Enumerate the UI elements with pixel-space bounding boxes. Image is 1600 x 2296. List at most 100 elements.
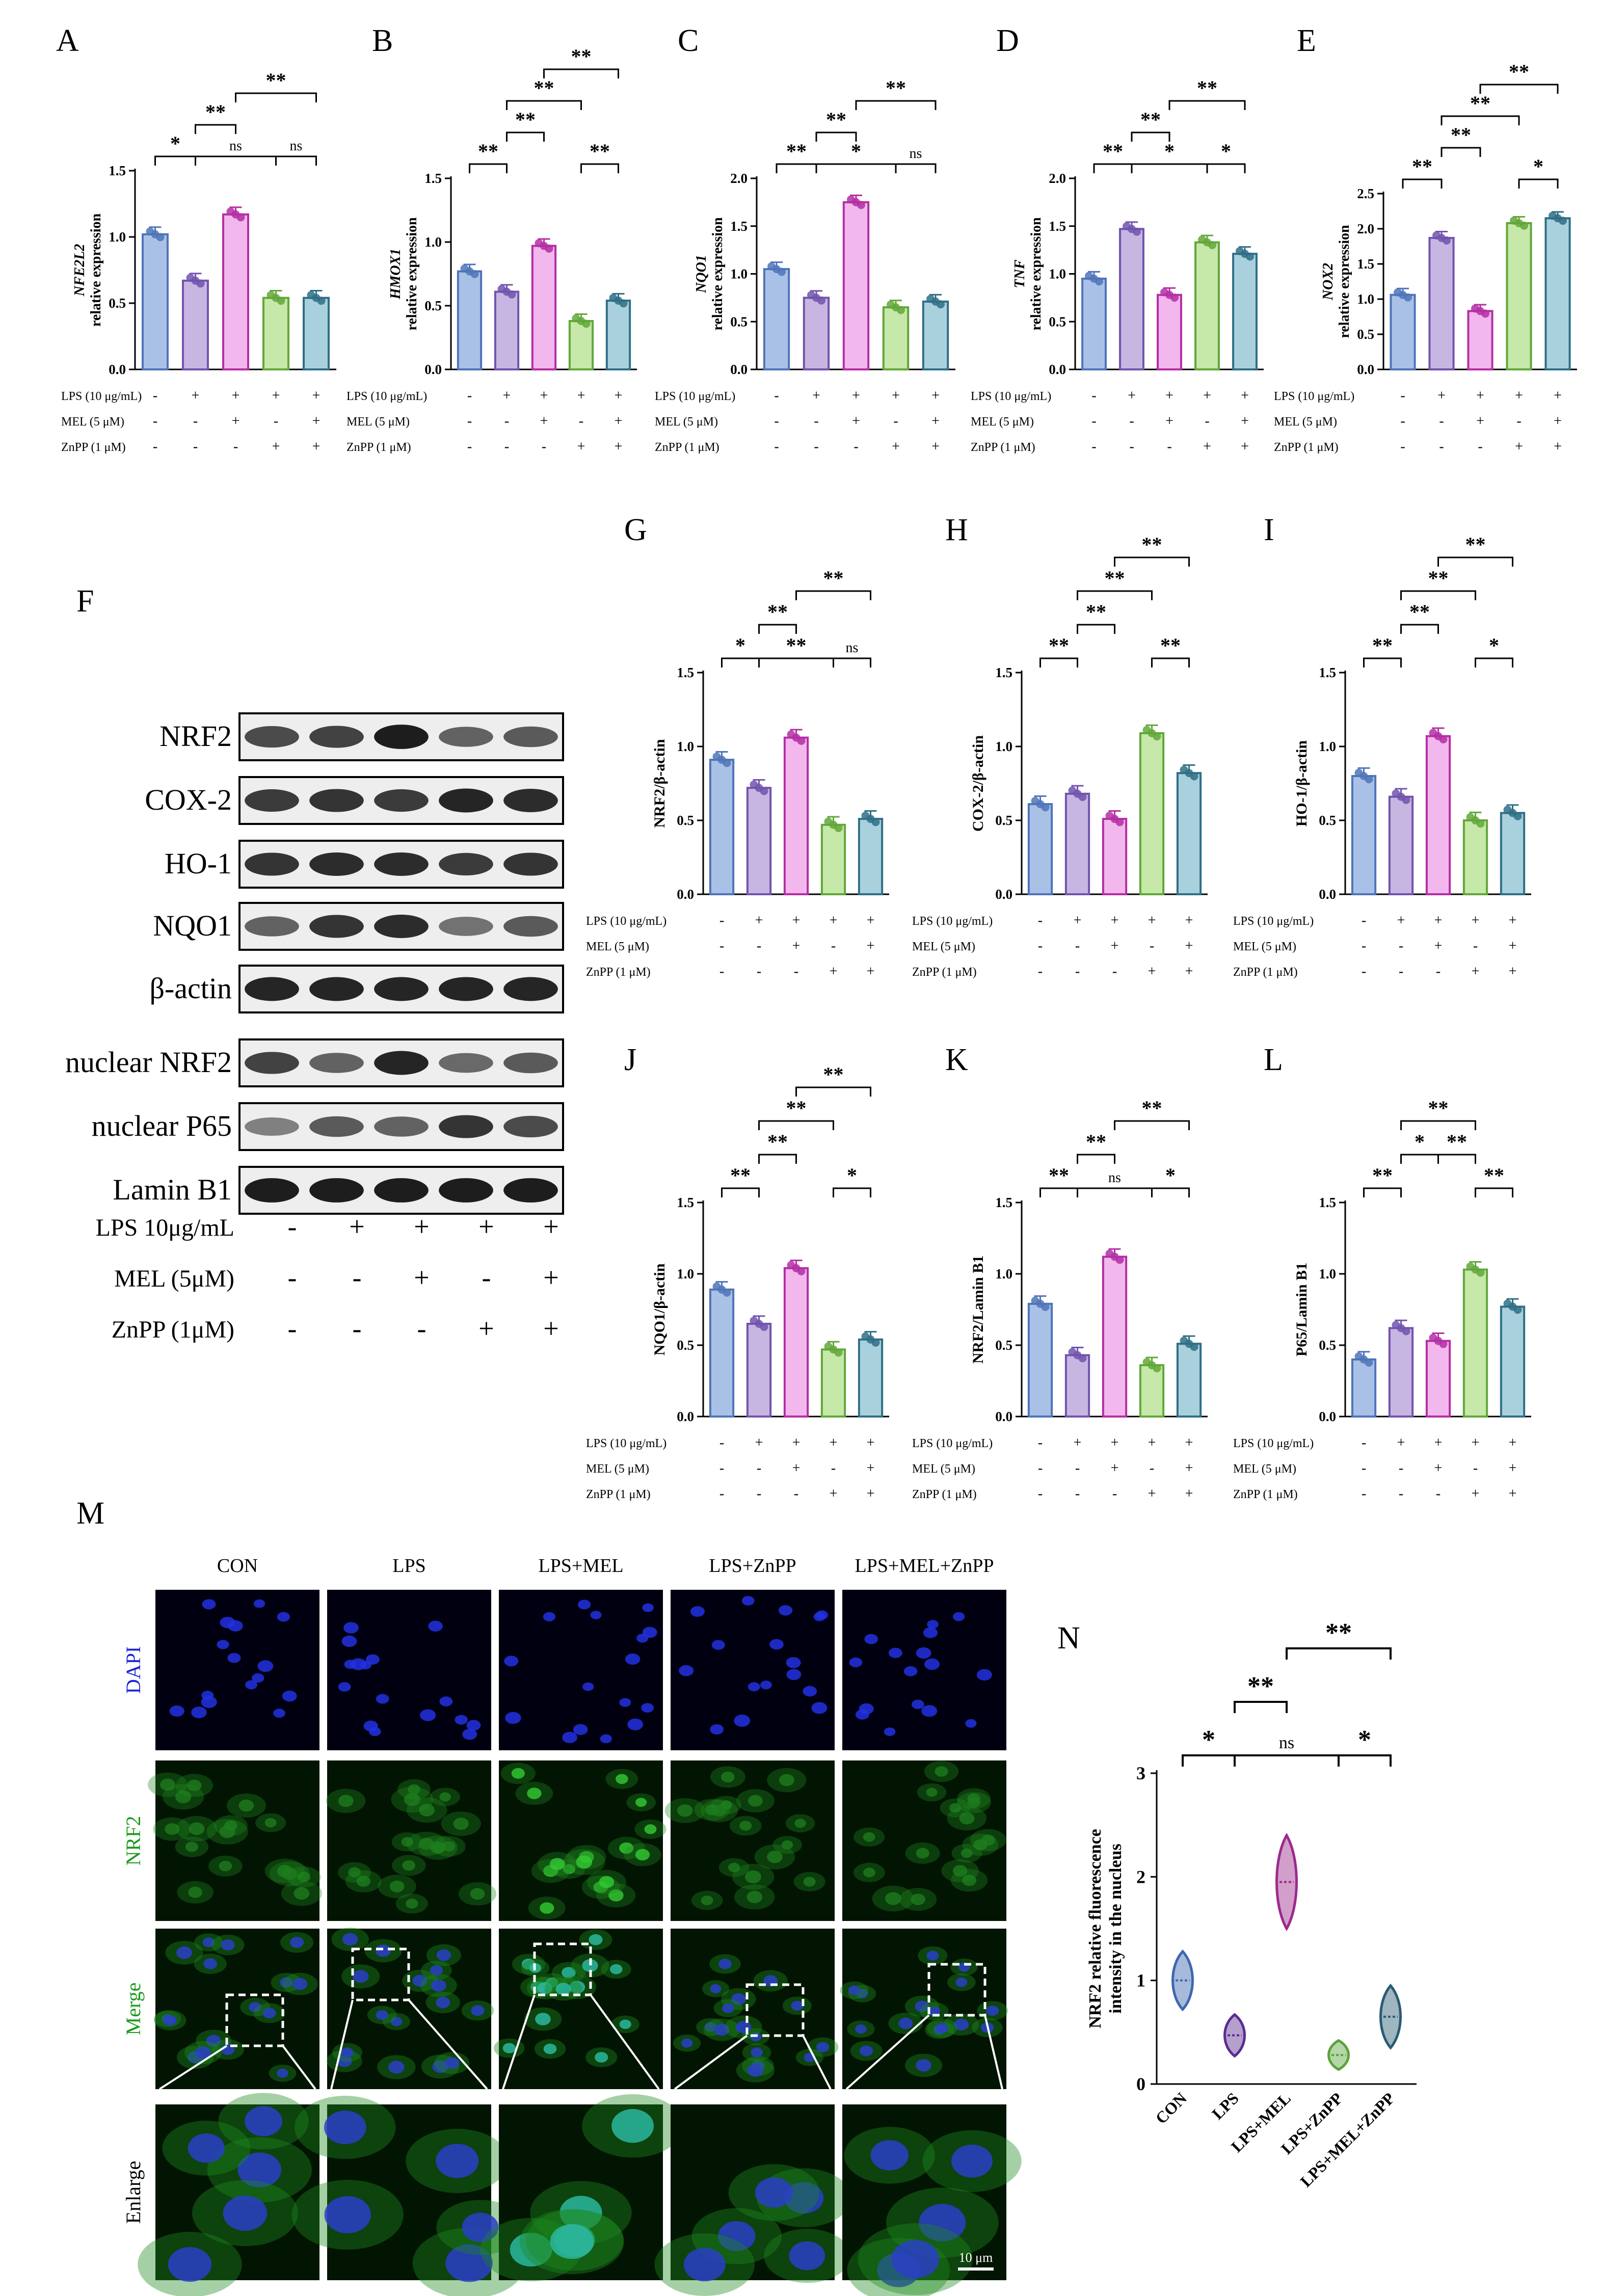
protein-band	[374, 915, 429, 938]
nucleus	[420, 1709, 436, 1721]
bar-LPS+ZnPP	[1139, 732, 1165, 896]
treatment-sign: -	[814, 439, 818, 455]
data-point	[937, 300, 945, 309]
nucleus	[219, 1825, 235, 1838]
y-tick-label: 0.0	[1049, 362, 1066, 377]
significance-bracket	[1402, 178, 1443, 189]
treatment-sign: -	[893, 413, 898, 429]
nucleus	[739, 1821, 752, 1831]
nucleus	[502, 2043, 516, 2053]
bar-LPS+MEL+ZnPP	[922, 300, 949, 370]
nucleus	[237, 2152, 282, 2187]
protein-band	[503, 726, 558, 747]
nucleus	[789, 2241, 825, 2271]
nucleus	[273, 1708, 285, 1718]
treatment-sign: +	[543, 1262, 558, 1293]
data-point	[1365, 1358, 1373, 1367]
nucleus	[784, 2182, 824, 2214]
significance-stars: **	[266, 69, 286, 92]
nucleus	[356, 1876, 371, 1887]
data-point	[1041, 1302, 1050, 1311]
nucleus	[201, 1691, 214, 1700]
treatment-sign: +	[543, 1313, 558, 1344]
nucleus	[343, 1622, 359, 1634]
protein-band	[439, 1115, 493, 1138]
treatment-label: LPS (10 μg/mL)	[971, 390, 1051, 403]
data-point	[897, 306, 905, 314]
y-tick-label: 1.5	[730, 219, 748, 234]
treatment-sign: -	[719, 913, 724, 928]
y-tick-label: 0.0	[1319, 887, 1336, 902]
nucleus	[176, 1946, 193, 1959]
nucleus	[791, 2000, 804, 2011]
bar-LPS+MEL+ZnPP	[858, 818, 884, 895]
bar-LPS+MEL+ZnPP	[1500, 1305, 1526, 1418]
nucleus	[864, 1634, 878, 1644]
treatment-sign: -	[1516, 413, 1521, 429]
nucleus	[348, 1867, 361, 1878]
nucleus	[252, 1673, 264, 1683]
y-tick-label: 0.0	[677, 1409, 694, 1424]
treatment-label: LPS 10μg/mL	[96, 1214, 234, 1241]
nucleus	[262, 2008, 276, 2019]
y-axis-label-gene: NQO1	[694, 255, 709, 293]
bar-LPS	[1064, 792, 1090, 896]
y-tick-label: 1	[1136, 1970, 1145, 1991]
bar-LPS+MEL	[1425, 735, 1451, 895]
nucleus	[619, 1698, 631, 1707]
treatment-sign: -	[467, 439, 472, 455]
significance-stars: **	[1451, 123, 1471, 146]
data-point	[470, 270, 479, 278]
treatment-sign: +	[867, 1460, 875, 1476]
significance-stars: *	[1358, 1725, 1371, 1754]
nucleus	[955, 1978, 968, 1987]
ns-label: ns	[290, 138, 303, 154]
significance-stars: **	[1160, 634, 1181, 657]
bar-CON	[1027, 803, 1053, 895]
zoom-line	[845, 2014, 930, 2090]
protein-band	[245, 852, 299, 876]
zoom-box	[745, 1983, 805, 2037]
treatment-sign: -	[814, 413, 818, 429]
western-blot-panel: F NRF2 COX-2 HO-1 NQO1 β-actin nuclear NRF2 nuc…	[65, 584, 564, 1344]
band-label: NRF2	[159, 719, 232, 753]
significance-stars: **	[1049, 1164, 1069, 1187]
zoom-box	[351, 1947, 410, 2001]
treatment-sign: +	[1509, 1460, 1517, 1476]
protein-band	[374, 852, 429, 876]
significance-bracket	[1475, 1187, 1513, 1197]
treatment-label: MEL (5 μM)	[912, 1462, 975, 1476]
significance-bracket	[1400, 1120, 1476, 1130]
treatment-label: MEL (5 μM)	[655, 415, 718, 429]
treatment-sign: +	[1203, 388, 1211, 404]
y-tick-label: 2.0	[730, 171, 748, 186]
data-point	[1133, 227, 1141, 236]
treatment-sign: -	[542, 439, 546, 455]
treatment-sign: +	[615, 439, 623, 455]
data-point	[760, 787, 768, 795]
significance-bracket	[1206, 163, 1246, 173]
protein-band	[439, 788, 493, 813]
protein-band	[374, 1116, 429, 1137]
nucleus	[936, 2023, 949, 2034]
data-point	[545, 244, 553, 253]
nucleus	[760, 1680, 772, 1690]
significance-stars: **	[786, 1097, 807, 1119]
treatment-sign: -	[1399, 938, 1403, 954]
data-point	[1402, 795, 1410, 804]
treatment-sign: +	[478, 1313, 494, 1344]
y-tick-label: 0.0	[424, 362, 442, 377]
nucleus	[576, 1855, 593, 1869]
significance-bracket	[1182, 1754, 1236, 1767]
nucleus	[616, 1774, 628, 1784]
nucleus	[619, 2019, 631, 2030]
treatment-sign: +	[1472, 1435, 1480, 1451]
treatment-sign: -	[831, 1460, 836, 1476]
nucleus	[916, 1647, 931, 1659]
panel-letter: K	[945, 1043, 968, 1077]
significance-stars: **	[786, 140, 807, 163]
treatment-sign: -	[794, 1486, 798, 1502]
bar-CON	[1027, 1302, 1053, 1418]
significance-bracket	[154, 155, 196, 166]
nucleus	[445, 2244, 493, 2282]
